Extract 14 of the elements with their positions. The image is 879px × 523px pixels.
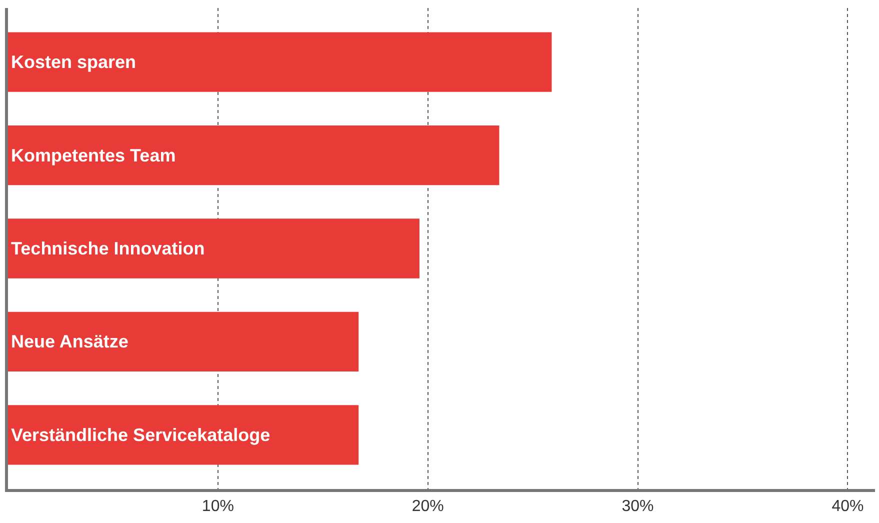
bar: [8, 218, 420, 278]
y-tick-label: Kompetentes Team: [11, 145, 176, 166]
bar: [8, 32, 552, 92]
x-tick-label: 40%: [832, 498, 864, 516]
y-tick-label: Verständliche Servicekataloge: [11, 424, 270, 445]
x-tick-label: 30%: [622, 498, 654, 516]
y-tick-label: Kosten sparen: [11, 52, 136, 72]
bar: [8, 125, 500, 186]
y-tick-label: Technische Innovation: [11, 238, 205, 258]
bar: [8, 312, 359, 372]
x-tick-label: 20%: [412, 498, 444, 516]
y-tick-label: Neue Ansätze: [11, 332, 128, 352]
x-tick-label: 10%: [202, 498, 234, 516]
bar: [8, 405, 359, 465]
